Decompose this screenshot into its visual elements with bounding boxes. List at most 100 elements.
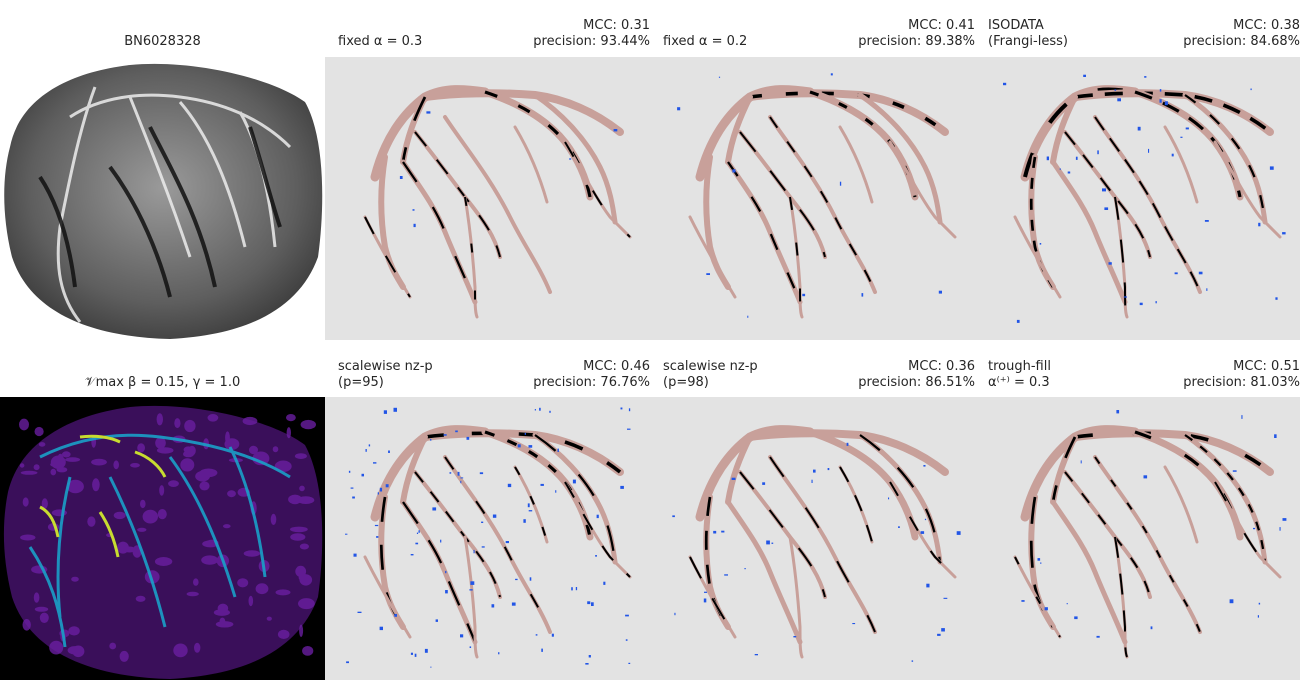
false-positive-pixel [588,655,591,658]
false-positive-pixel [1040,562,1042,564]
false-positive-pixel [1279,527,1281,531]
false-positive-pixel [374,524,379,527]
heatmap-texture [19,463,25,468]
missed-vessel [1094,456,1201,633]
vessel-segment [1213,140,1282,239]
missed-vessel [769,116,876,293]
vessel-segment [463,535,479,659]
heatmap-texture [34,426,44,437]
segmentation-image [325,57,650,340]
false-positive-pixel [1258,602,1261,605]
heatmap-texture [156,413,163,426]
heatmap-texture [298,598,315,610]
heatmap-texture [71,576,79,582]
vessel-segment [725,499,803,645]
panel-precision: precision: 76.76% [533,375,650,390]
false-positive-pixel [706,273,710,275]
false-positive-pixel [1282,232,1286,235]
heatmap-texture [300,419,316,430]
false-positive-pixel [1108,262,1112,265]
false-positive-pixel [348,470,351,473]
heatmap-texture [56,467,68,473]
panel-precision: precision: 89.38% [858,34,975,49]
false-positive-pixel [926,583,930,588]
false-positive-pixel [1074,616,1078,620]
false-positive-pixel [515,578,518,581]
missed-vessel [1051,436,1077,503]
heatmap-texture [109,642,117,650]
heatmap-texture [255,583,269,595]
heatmap-texture [227,490,236,498]
false-positive-pixel [1150,626,1153,630]
false-positive-pixel [1097,150,1099,155]
missed-vessel [401,96,427,163]
heatmap-texture [130,463,140,468]
heatmap-texture [159,485,165,496]
false-positive-pixel [410,554,414,556]
false-positive-pixel [413,223,416,228]
vessel-overlay [363,85,632,319]
missed-vessel [889,481,956,578]
false-positive-pixel [1066,603,1068,605]
false-positive-pixel [569,158,572,160]
vessel-segment [563,140,632,239]
heatmap-texture [67,646,82,655]
false-positive-pixel [1114,89,1117,91]
false-positive-pixel [1185,127,1189,130]
panel-title: trough-fill α⁽⁺⁾ = 0.3 [988,359,1051,390]
false-positive-pixel [830,73,833,76]
heatmap-texture [20,534,36,541]
false-positive-pixel [627,428,631,430]
false-positive-pixel [1274,434,1277,438]
heatmap-texture [39,612,49,623]
heatmap-texture [195,471,211,479]
vessel-segment [532,92,618,225]
panel-title: scalewise nz-p (p=98) [663,359,758,390]
heatmap-texture [157,509,167,520]
false-positive-pixel [571,587,573,591]
false-positive-pixel [793,636,797,638]
false-positive-pixel [920,531,925,534]
panel-mcc: MCC: 0.46 [583,359,650,374]
vessel-segment [1020,425,1140,522]
false-positive-pixel [1164,101,1168,106]
panel-title: fixed α = 0.3 [338,34,423,49]
vessel-segment [838,465,874,544]
vessel-overlay [677,73,957,319]
false-positive-pixel [1257,615,1259,618]
heatmap-texture [119,650,129,662]
panel-precision: precision: 93.44% [533,34,650,49]
false-positive-pixel [435,619,438,622]
false-positive-pixel [443,434,447,436]
missed-vessel [444,456,551,633]
false-positive-pixel [1174,272,1178,275]
vessel-segment [1213,480,1282,579]
missed-vessel [1094,116,1201,293]
false-positive-pixel [440,539,442,543]
false-positive-pixel [527,503,530,508]
false-positive-pixel [430,439,432,441]
heatmap-texture [38,442,46,447]
false-positive-pixel [365,449,367,452]
false-positive-pixel [523,519,526,523]
vessel-overlay [1003,74,1286,323]
heatmap-texture [33,592,40,603]
false-positive-pixel [1139,302,1143,306]
false-positive-pixel [445,590,448,594]
false-positive-pixel [1102,188,1106,192]
heatmap-texture [243,550,261,557]
vessel-segment [421,429,624,476]
missed-vessel [364,216,411,298]
false-positive-pixel [1171,153,1174,157]
false-positive-pixel [1250,88,1252,91]
false-positive-pixel [534,409,536,411]
false-positive-pixel [426,111,431,114]
false-positive-pixel [674,612,676,616]
heatmap-texture [87,516,96,527]
false-positive-pixel [541,648,543,652]
missed-vessel [1029,496,1055,628]
false-positive-pixel [747,315,749,318]
vessel-segment [513,465,549,544]
heatmap-texture [66,479,84,494]
false-positive-pixel [1075,156,1078,160]
